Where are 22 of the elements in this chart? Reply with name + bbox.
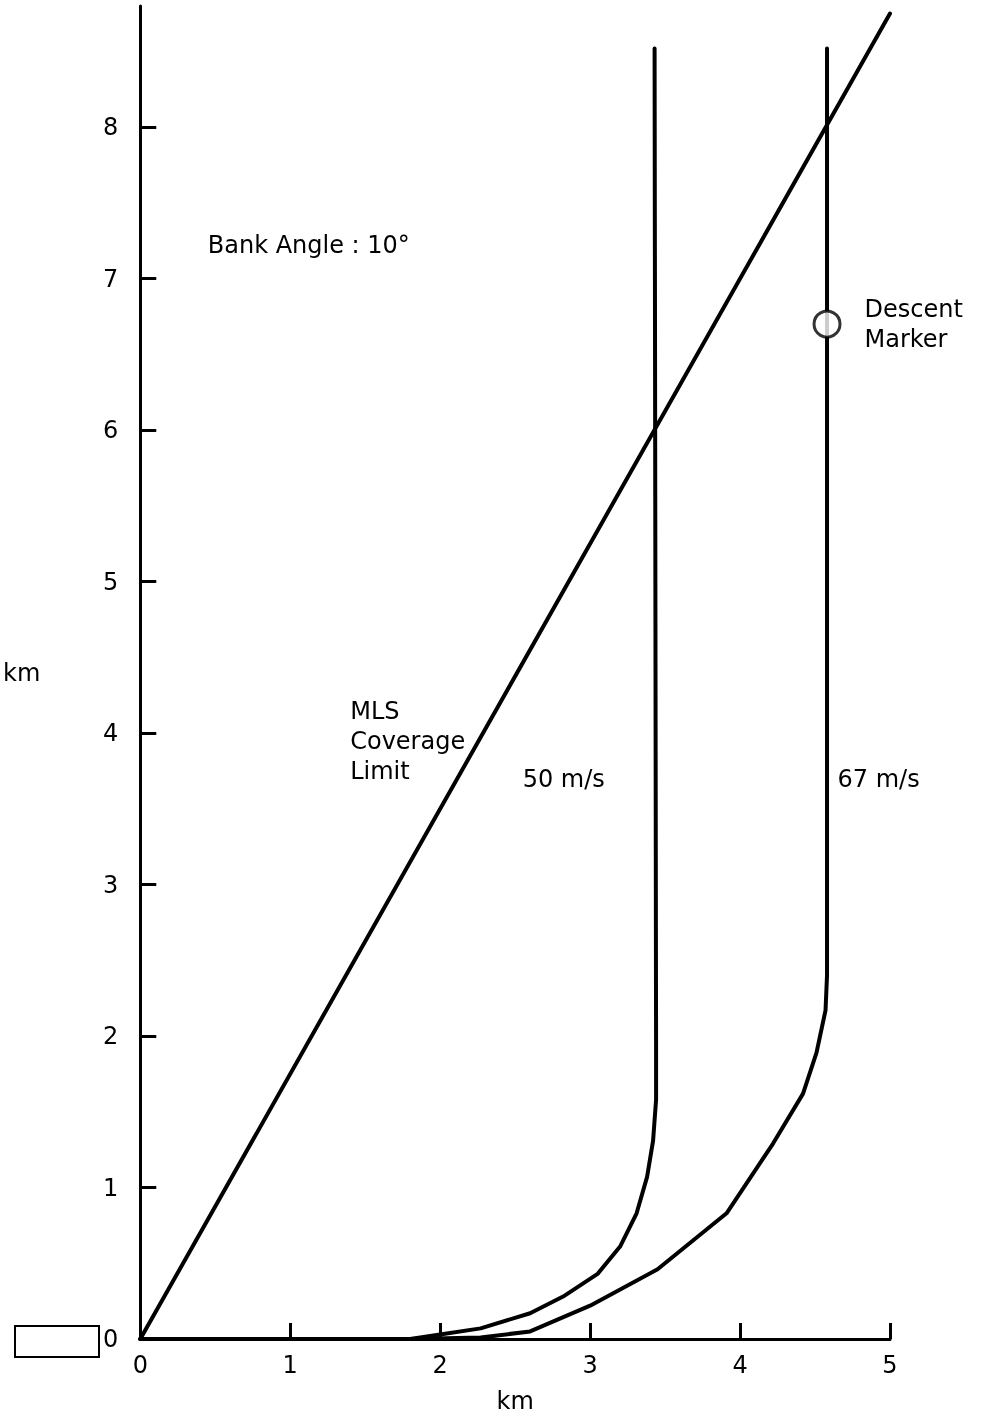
y-tick-label: 4 — [103, 719, 119, 748]
text: 50 m/s — [522, 764, 605, 793]
y-tick-label: 2 — [103, 1022, 119, 1051]
series-label: MLS Coverage Limit — [350, 696, 473, 785]
y-tick-label: 6 — [103, 416, 119, 445]
y-tick-label: 5 — [103, 567, 119, 596]
x-tick-label: 3 — [582, 1351, 598, 1379]
y-tick-label: 0 — [103, 1325, 119, 1353]
y-tick-label: 8 — [103, 113, 119, 142]
x-tick-label: 1 — [282, 1351, 298, 1379]
x-tick-label: 4 — [732, 1351, 748, 1379]
x-tick-label: 0 — [132, 1351, 148, 1379]
annotation: Bank Angle : 10° — [207, 231, 410, 260]
y-tick-label: 7 — [103, 264, 119, 293]
series-label: 67 m/s — [837, 764, 920, 793]
series-label: Descent Marker — [864, 295, 971, 354]
y-tick-label: 3 — [103, 870, 119, 899]
y-axis-title: km — [3, 658, 41, 687]
x-tick-label: 2 — [432, 1351, 448, 1379]
y-tick-label: 1 — [103, 1173, 119, 1202]
x-axis-title: km — [496, 1387, 534, 1415]
x-tick-label: 5 — [882, 1351, 898, 1379]
